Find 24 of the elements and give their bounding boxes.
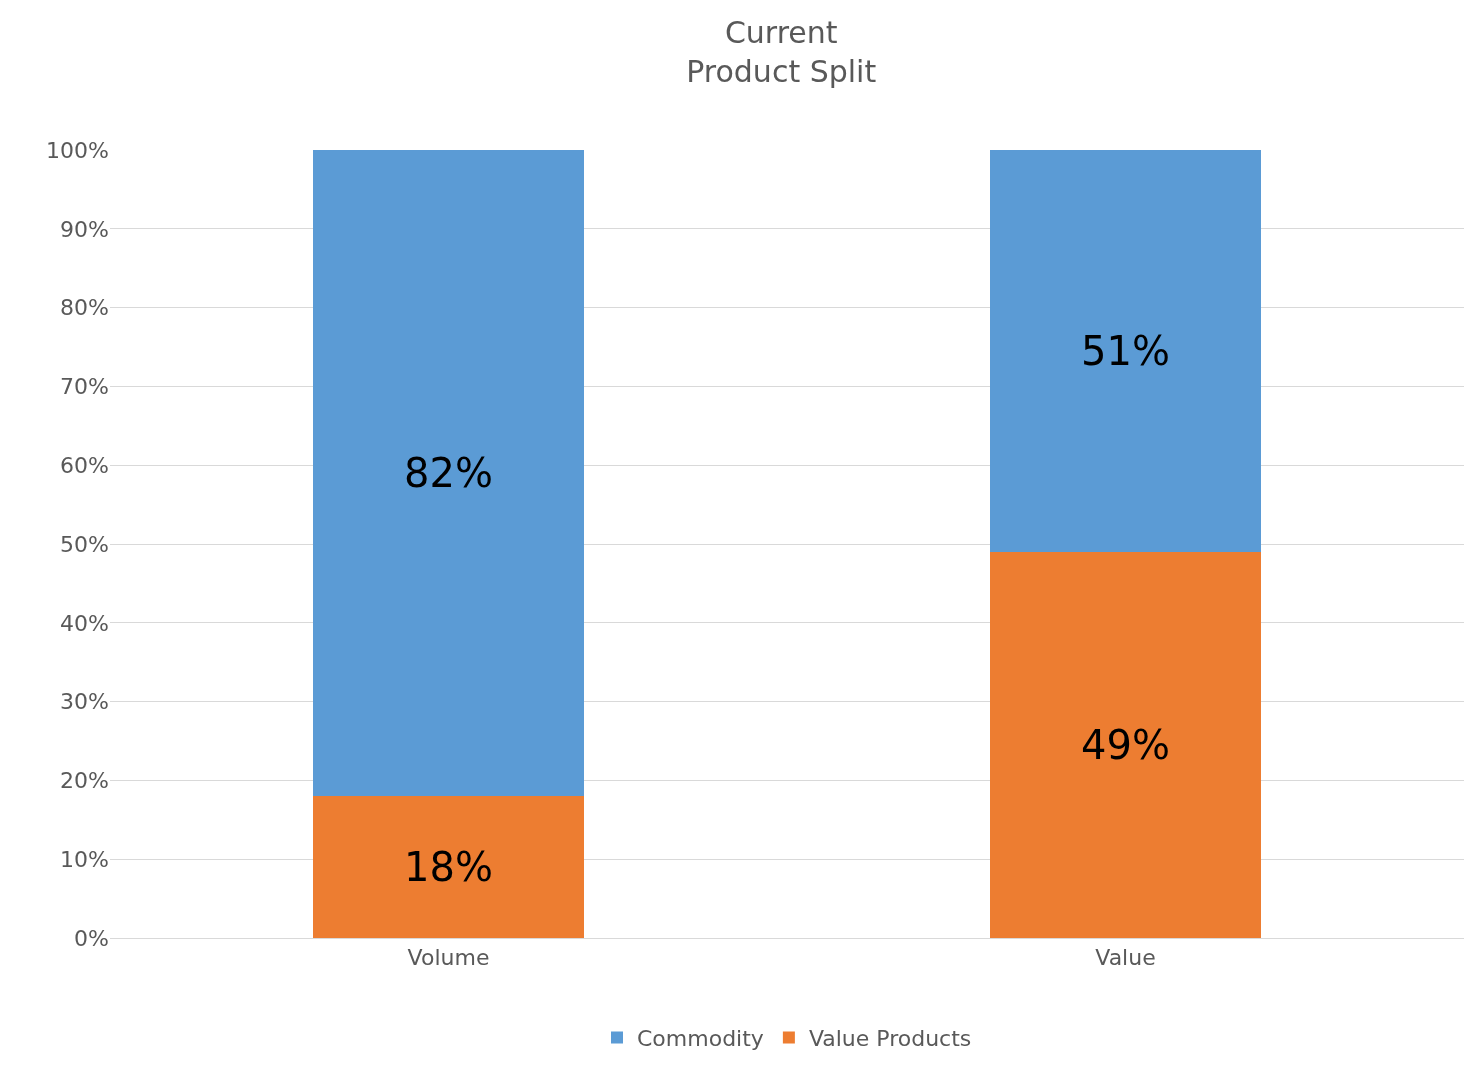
legend-label: Value Products (808, 1026, 972, 1052)
data-label: 51% (1081, 327, 1170, 374)
data-label: 18% (404, 844, 493, 891)
y-tick-label: 100% (46, 137, 109, 163)
y-tick-label: 10% (60, 846, 109, 872)
data-label: 82% (404, 450, 493, 497)
bar (313, 150, 584, 797)
y-tick-label: 20% (60, 768, 109, 794)
data-label: 49% (1081, 721, 1170, 768)
x-tick-label: Volume (407, 945, 490, 971)
legend-label: Commodity (637, 1026, 764, 1052)
y-tick-label: 40% (60, 610, 109, 636)
x-tick-label: Value (1095, 945, 1156, 971)
bar (313, 796, 584, 938)
bar (990, 150, 1261, 552)
bar (990, 551, 1261, 938)
y-tick-label: 30% (60, 689, 109, 715)
y-tick-label: 0% (74, 925, 109, 951)
y-tick-label: 80% (60, 295, 109, 321)
y-tick-label: 60% (60, 452, 109, 478)
y-tick-label: 50% (60, 531, 109, 557)
chart-title: Current Product Split (686, 15, 877, 90)
y-tick-label: 90% (60, 216, 109, 242)
y-tick-label: 70% (60, 374, 109, 400)
